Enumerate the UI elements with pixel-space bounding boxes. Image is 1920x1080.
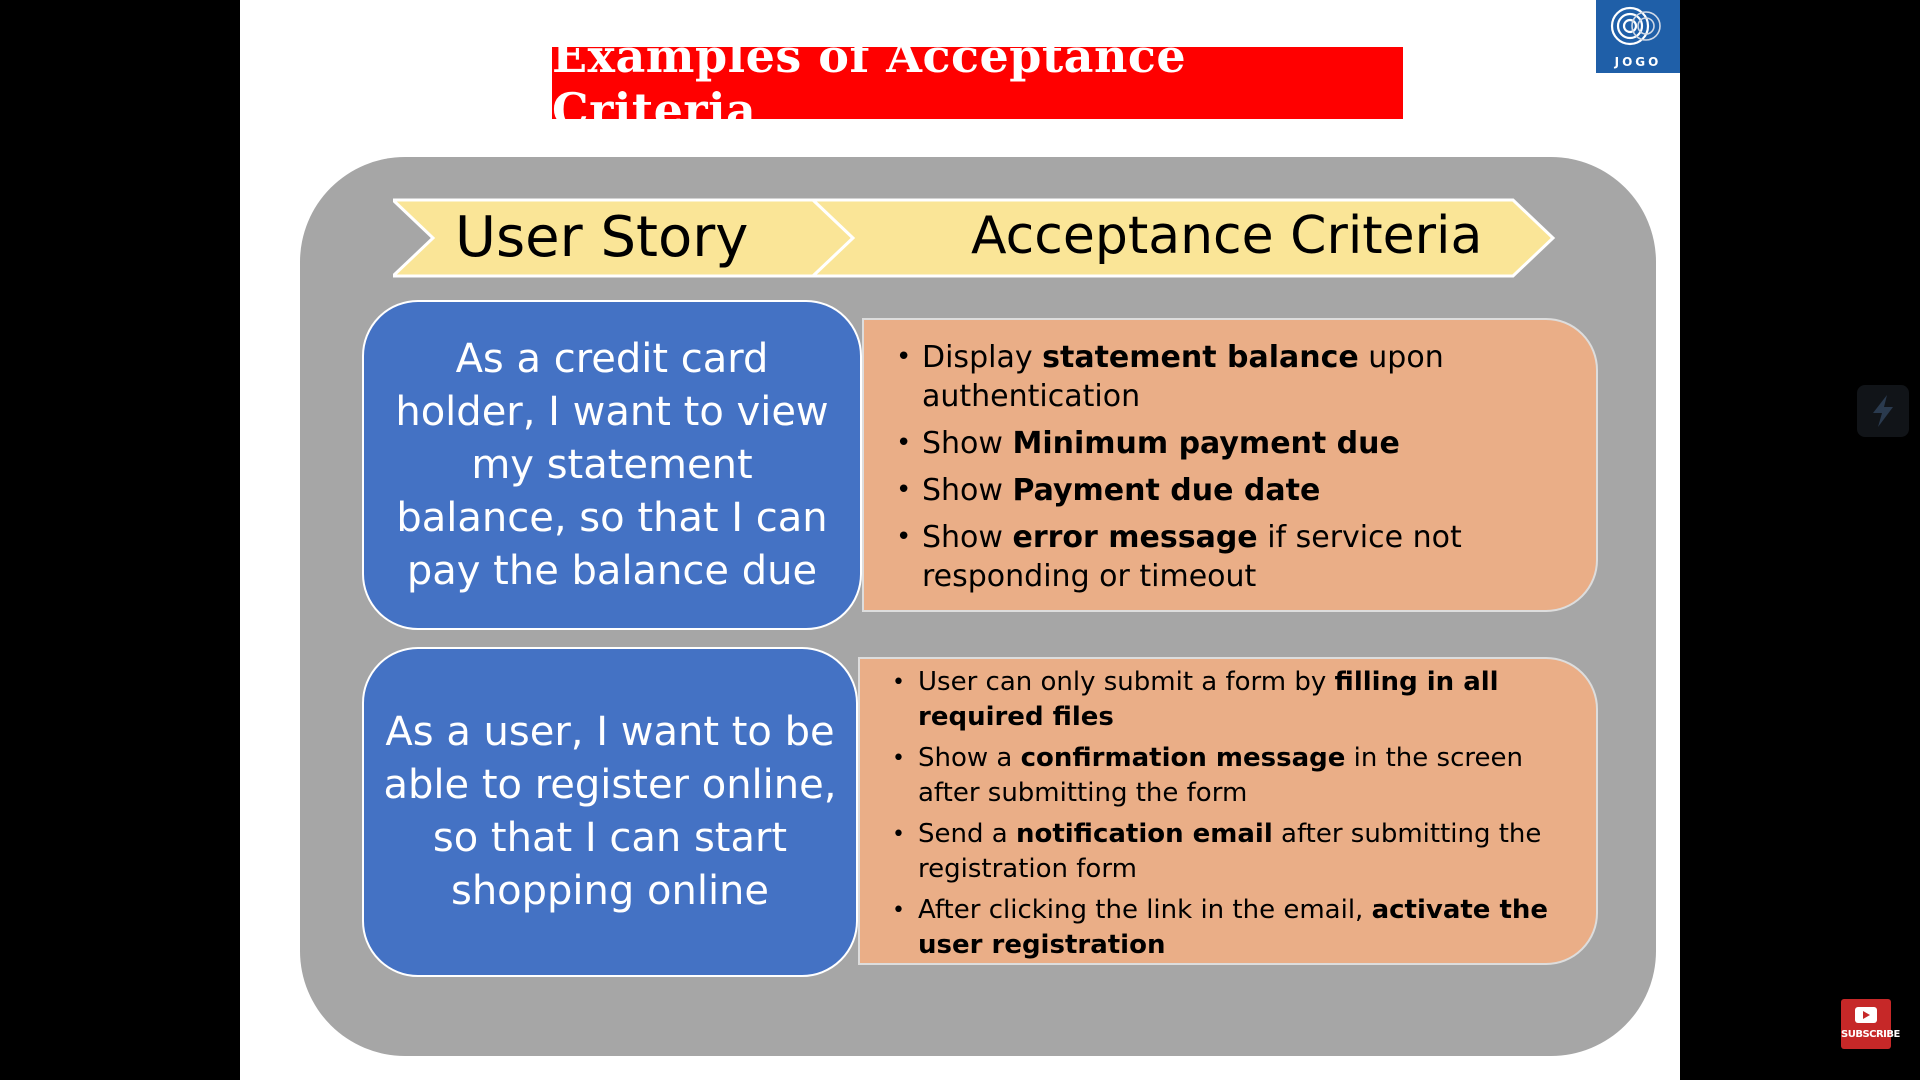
criteria-item: • Show Payment due date	[896, 473, 1321, 508]
subscribe-label: SUBSCRIBE	[1841, 1029, 1900, 1040]
jogo-logo: JOGO	[1596, 0, 1680, 73]
criteria-item: • Show Minimum payment due	[896, 426, 1400, 461]
bullet-icon: •	[896, 342, 912, 372]
bullet-icon: •	[892, 822, 905, 847]
header-chevrons	[393, 198, 1556, 278]
lightning-bolt-icon[interactable]	[1857, 385, 1909, 437]
bullet-icon: •	[896, 475, 912, 505]
slide-title: Examples of Acceptance Criteria	[552, 29, 1403, 137]
user-story-card-2: As a user, I want to be able to register…	[362, 647, 858, 977]
logo-text: JOGO	[1614, 55, 1662, 69]
spiral-logo-icon	[1610, 6, 1661, 46]
acceptance-criteria-chevron	[809, 198, 1556, 278]
bullet-icon: •	[896, 522, 912, 552]
user-story-card-1: As a credit card holder, I want to view …	[362, 300, 862, 630]
criteria-item: • Send a notification email after submit…	[892, 817, 1566, 887]
acceptance-criteria-header: Acceptance Criteria	[971, 206, 1483, 266]
bullet-icon: •	[892, 898, 905, 923]
subscribe-button[interactable]: SUBSCRIBE	[1841, 999, 1900, 1049]
criteria-item: • Display statement balance upon authent…	[896, 340, 1444, 414]
play-icon	[1855, 1007, 1877, 1023]
criteria-item: • After clicking the link in the email, …	[892, 893, 1566, 963]
criteria-item: • Show error message if service not resp…	[896, 520, 1462, 594]
user-story-text-2: As a user, I want to be able to register…	[383, 709, 837, 914]
criteria-item: • User can only submit a form by filling…	[892, 665, 1566, 735]
bullet-icon: •	[892, 670, 905, 695]
bullet-icon: •	[892, 746, 905, 771]
user-story-text-1: As a credit card holder, I want to view …	[395, 335, 829, 594]
acceptance-criteria-card-2: • User can only submit a form by filling…	[858, 657, 1598, 965]
acceptance-criteria-card-1: • Display statement balance upon authent…	[862, 318, 1598, 612]
user-story-header: User Story	[455, 205, 749, 270]
slide: Examples of Acceptance Criteria JOGO Use…	[240, 0, 1680, 1080]
bullet-icon: •	[896, 428, 912, 458]
criteria-item: • Show a confirmation message in the scr…	[892, 741, 1566, 811]
